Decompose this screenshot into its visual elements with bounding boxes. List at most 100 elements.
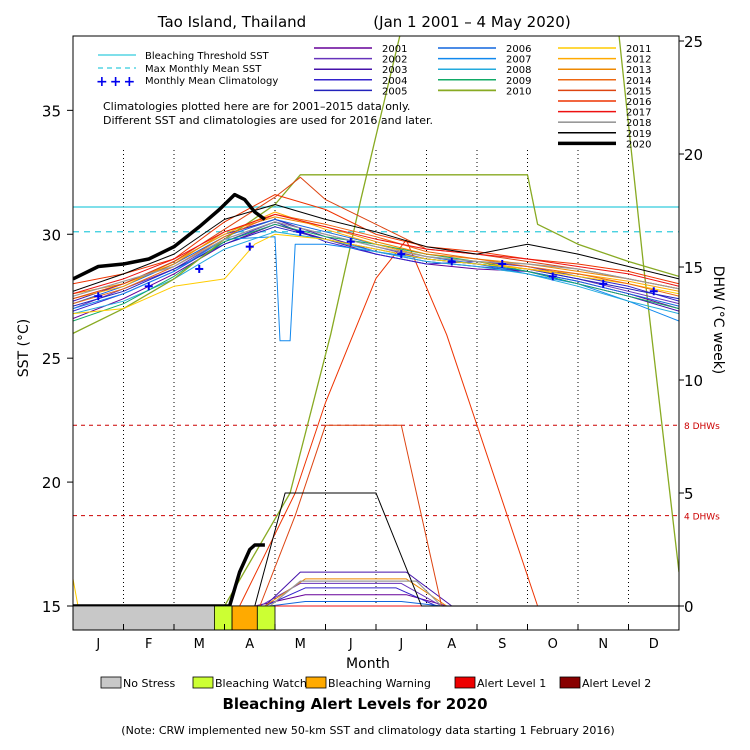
- year-legend-label-2013: 2013: [626, 65, 651, 76]
- dhw-tick-label: 5: [684, 485, 694, 503]
- alert-bar-segment: [72, 605, 215, 631]
- chart-title: Tao Island, Thailand: [157, 13, 306, 31]
- year-legend-label-2001: 2001: [382, 44, 407, 55]
- climatology-marker: [144, 282, 153, 291]
- legend-mmm-label: Max Monthly Mean SST: [145, 64, 262, 75]
- year-legend-label-2008: 2008: [506, 65, 531, 76]
- dhw-reference-label: 8 DHWs: [684, 422, 720, 432]
- legend-climatology-swatch: +++: [96, 74, 137, 90]
- alert-bar-segment: [256, 605, 276, 631]
- sst-axis: 15 20 25 30 35: [42, 102, 73, 616]
- legend-left: Bleaching Threshold SST Max Monthly Mean…: [96, 51, 433, 127]
- month-tick-label: J: [95, 637, 100, 652]
- alert-legend-label: Bleaching Watch: [215, 677, 307, 690]
- x-axis-label: Month: [346, 656, 390, 672]
- year-legend-label-2009: 2009: [506, 76, 531, 87]
- y-axis-left-label: SST (°C): [16, 319, 32, 377]
- month-tick-label: J: [348, 637, 353, 652]
- month-tick-label: D: [649, 637, 659, 652]
- sst-tick-label: 30: [42, 226, 61, 244]
- sst-tick-label: 25: [42, 350, 61, 368]
- sst-tick-label: 15: [42, 598, 61, 616]
- sst-tick-label: 20: [42, 474, 61, 492]
- sst-line-2019: [73, 204, 679, 292]
- alert-legend-label: Alert Level 1: [477, 677, 546, 690]
- legend-threshold-label: Bleaching Threshold SST: [145, 51, 270, 62]
- year-legend-label-2011: 2011: [626, 44, 651, 55]
- chart-date-range: (Jan 1 2001 – 4 May 2020): [373, 13, 570, 31]
- alert-title: Bleaching Alert Levels for 2020: [222, 695, 487, 713]
- year-legend-label-2015: 2015: [626, 86, 651, 97]
- dhw-tick-label: 0: [684, 598, 694, 616]
- year-legend-label-2007: 2007: [506, 55, 531, 66]
- climatology-markers: [94, 227, 658, 301]
- alert-legend-label: Alert Level 2: [582, 677, 651, 690]
- dhw-line-2016: [73, 239, 679, 607]
- note-line-2: Different SST and climatologies are used…: [103, 114, 433, 127]
- alert-legend-swatch: [192, 676, 214, 689]
- month-tick-label: O: [548, 637, 558, 652]
- alert-bar-2020: [72, 605, 276, 631]
- dhw-line-2010: [73, 36, 679, 607]
- climatology-marker: [548, 272, 557, 281]
- month-tick-label: N: [598, 637, 608, 652]
- year-legend-label-2004: 2004: [382, 76, 407, 87]
- month-tick-label: A: [447, 637, 456, 652]
- month-tick-label: M: [295, 637, 306, 652]
- alert-bar-segment: [231, 605, 258, 631]
- year-legend-label-2002: 2002: [382, 55, 407, 66]
- climatology-marker: [296, 227, 305, 236]
- alert-legend-label: Bleaching Warning: [328, 677, 431, 690]
- alert-legend-swatch: [100, 676, 122, 689]
- month-tick-label: J: [398, 637, 403, 652]
- dhw-tick-label: 15: [684, 259, 703, 277]
- year-legend-label-2020: 2020: [626, 139, 651, 150]
- sst-line-2020: [73, 192, 266, 281]
- alert-bar-segment: [213, 605, 233, 631]
- note-line-1: Climatologies plotted here are for 2001–…: [103, 100, 410, 113]
- dhw-tick-label: 10: [684, 372, 703, 390]
- sst-series: [73, 174, 679, 342]
- sst-line-2017: [73, 213, 679, 295]
- climatology-marker: [245, 242, 254, 251]
- dhw-reference-label: 4 DHWs: [684, 513, 720, 523]
- climatology-marker: [94, 292, 103, 301]
- year-legend-label-2014: 2014: [626, 76, 651, 87]
- year-legend-label-2016: 2016: [626, 97, 651, 108]
- year-legend-label-2010: 2010: [506, 86, 531, 97]
- sst-line-2010: [73, 174, 679, 334]
- climatology-marker: [649, 287, 658, 296]
- alert-legend: No Stress Bleaching Watch Bleaching Warnin…: [100, 676, 651, 690]
- year-legend-label-2005: 2005: [382, 86, 407, 97]
- year-legend-label-2012: 2012: [626, 55, 651, 66]
- legend-climatology-label: Monthly Mean Climatology: [145, 76, 278, 87]
- year-legend-label-2003: 2003: [382, 65, 407, 76]
- month-gridlines: [123, 150, 629, 606]
- dhw-tick-label: 25: [684, 33, 703, 51]
- climatology-marker: [346, 237, 355, 246]
- year-legend-label-2017: 2017: [626, 108, 651, 119]
- year-legend-label-2019: 2019: [626, 129, 651, 140]
- sst-line-2018: [73, 221, 679, 297]
- year-legend-label-2006: 2006: [506, 44, 531, 55]
- climatology-marker: [195, 264, 204, 273]
- month-tick-label: A: [245, 637, 254, 652]
- y-axis-right-label: DHW (°C week): [710, 266, 726, 375]
- month-tick-label: M: [194, 637, 205, 652]
- climatology-marker: [498, 260, 507, 268]
- alert-legend-label: No Stress: [123, 677, 176, 690]
- dhw-tick-label: 20: [684, 146, 703, 164]
- month-tick-label: S: [498, 637, 506, 652]
- month-tick-label: F: [145, 637, 152, 652]
- year-legend-label-2018: 2018: [626, 118, 651, 129]
- dhw-axis: 0 5 10 15 20 25: [679, 33, 703, 616]
- sst-tick-label: 35: [42, 102, 61, 120]
- climatology-marker: [447, 257, 456, 266]
- climatology-marker: [599, 279, 608, 288]
- alert-legend-swatch: [454, 676, 476, 689]
- climatology-marker: [397, 250, 406, 259]
- alert-legend-swatch: [559, 676, 581, 689]
